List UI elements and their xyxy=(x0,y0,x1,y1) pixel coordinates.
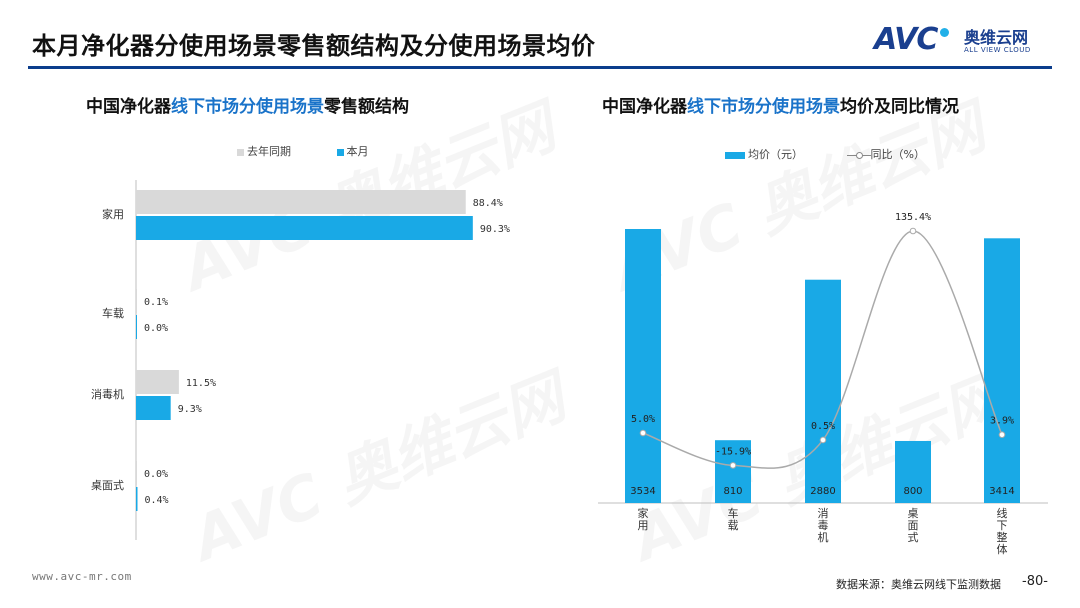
category-label: 线下整体 xyxy=(997,506,1008,556)
yoy-point xyxy=(909,227,917,235)
legend-label-line: 同比（%） xyxy=(870,148,925,161)
page-title: 本月净化器分使用场景零售额结构及分使用场景均价 xyxy=(32,32,596,60)
page-number: -80- xyxy=(1022,574,1048,589)
avg-price-bar xyxy=(895,440,931,503)
bar-this-month xyxy=(136,315,137,339)
yoy-line xyxy=(642,230,1003,469)
category-label: 桌面式 xyxy=(908,507,919,544)
bar-value-label: 0.0% xyxy=(144,469,168,480)
avg-price-bar xyxy=(625,229,661,503)
yoy-point xyxy=(998,431,1006,439)
logo-chinese-name: 奥维云网 xyxy=(964,28,1029,47)
company-logo: AVC 奥维云网 ALL VIEW CLOUD xyxy=(874,22,1054,60)
legend-item-avg-price: 均价（元） xyxy=(725,148,803,161)
left-title-highlight: 线下市场分使用场景 xyxy=(171,97,324,117)
bar-value-label: 800 xyxy=(903,486,922,497)
legend-swatch-bar xyxy=(725,151,745,159)
category-label: 消毒机 xyxy=(818,506,829,544)
right-title-highlight: 线下市场分使用场景 xyxy=(687,97,840,117)
bar-value-label: 0.0% xyxy=(144,323,168,334)
bar-last-year xyxy=(136,289,137,313)
bar-value-label: 9.3% xyxy=(178,404,202,415)
legend-label-prev: 去年同期 xyxy=(247,145,291,158)
legend-swatch-curr xyxy=(336,148,344,156)
avg-price-bar xyxy=(715,440,751,503)
avg-price-bar xyxy=(984,238,1020,504)
bar-this-month xyxy=(136,216,473,240)
yoy-value-label: 5.0% xyxy=(631,414,655,425)
legend-label-curr: 本月 xyxy=(346,145,369,158)
yoy-point xyxy=(819,436,827,444)
bar-this-month xyxy=(136,396,171,420)
legend-label-bar: 均价（元） xyxy=(748,148,803,161)
category-label: 车载 xyxy=(102,306,124,320)
bar-value-label: 0.1% xyxy=(144,297,168,308)
horizontal-bar-chart: 家用 88.4% 90.3% 车载 0.1% 0.0% 消毒机 11.5% 9.3% 桌面式 0.0… xyxy=(91,180,510,540)
legend-swatch-prev xyxy=(237,148,244,156)
left-chart-legend: 去年同期 本月 xyxy=(237,143,369,159)
right-title-prefix: 中国净化器 xyxy=(602,97,687,117)
bar-value-label: 3534 xyxy=(630,486,655,497)
legend-item-yoy: 同比（%） xyxy=(846,148,925,161)
footer-website: www.avc-mr.com xyxy=(32,570,132,583)
category-label: 车载 xyxy=(728,506,739,532)
category-label: 家用 xyxy=(638,506,649,532)
avg-price-bar xyxy=(805,279,841,503)
bar-value-label: 90.3% xyxy=(480,224,510,235)
bar-value-label: 810 xyxy=(723,486,742,497)
bar-last-year xyxy=(136,190,466,214)
legend-swatch-line xyxy=(846,151,871,159)
bar-this-month xyxy=(136,487,138,511)
left-title-suffix: 零售额结构 xyxy=(324,97,409,117)
logo-dot-icon xyxy=(940,28,949,37)
yoy-point xyxy=(729,462,737,469)
category-label: 桌面式 xyxy=(91,479,124,492)
title-divider xyxy=(28,66,1052,69)
logo-avc-text: AVC xyxy=(874,22,938,57)
right-chart-title: 中国净化器线下市场分使用场景均价及同比情况 xyxy=(602,92,959,117)
bar-value-label: 0.4% xyxy=(144,495,168,506)
left-title-prefix: 中国净化器 xyxy=(86,97,171,117)
legend-item-curr: 本月 xyxy=(336,145,369,158)
bar-value-label: 11.5% xyxy=(186,378,216,389)
yoy-value-label: 0.5% xyxy=(811,421,835,432)
bar-value-label: 3414 xyxy=(989,486,1014,497)
yoy-point xyxy=(639,429,647,437)
category-label: 消毒机 xyxy=(91,387,124,401)
bar-value-label: 2880 xyxy=(810,486,835,497)
bar-last-year xyxy=(136,370,179,394)
bar-value-label: 88.4% xyxy=(473,198,503,209)
yoy-value-label: 135.4% xyxy=(895,212,931,223)
right-title-suffix: 均价及同比情况 xyxy=(840,97,959,117)
category-label: 家用 xyxy=(102,207,124,221)
bar-last-year xyxy=(136,461,137,485)
yoy-value-label: -15.9% xyxy=(715,446,751,457)
right-chart-legend: 均价（元） 同比（%） xyxy=(725,146,925,162)
logo-english-name: ALL VIEW CLOUD xyxy=(964,46,1031,54)
yoy-value-label: 3.9% xyxy=(990,416,1014,427)
left-chart-title: 中国净化器线下市场分使用场景零售额结构 xyxy=(86,92,409,117)
legend-item-prev: 去年同期 xyxy=(237,145,291,158)
footer-source: 数据来源：奥维云网线下监测数据 xyxy=(836,578,1001,591)
watermark: AVC 奥维云网 xyxy=(623,362,1015,575)
